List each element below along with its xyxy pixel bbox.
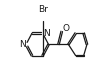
Text: O: O: [63, 24, 70, 33]
Text: N: N: [19, 40, 26, 49]
Text: Br: Br: [38, 5, 48, 14]
Text: N: N: [43, 29, 50, 38]
